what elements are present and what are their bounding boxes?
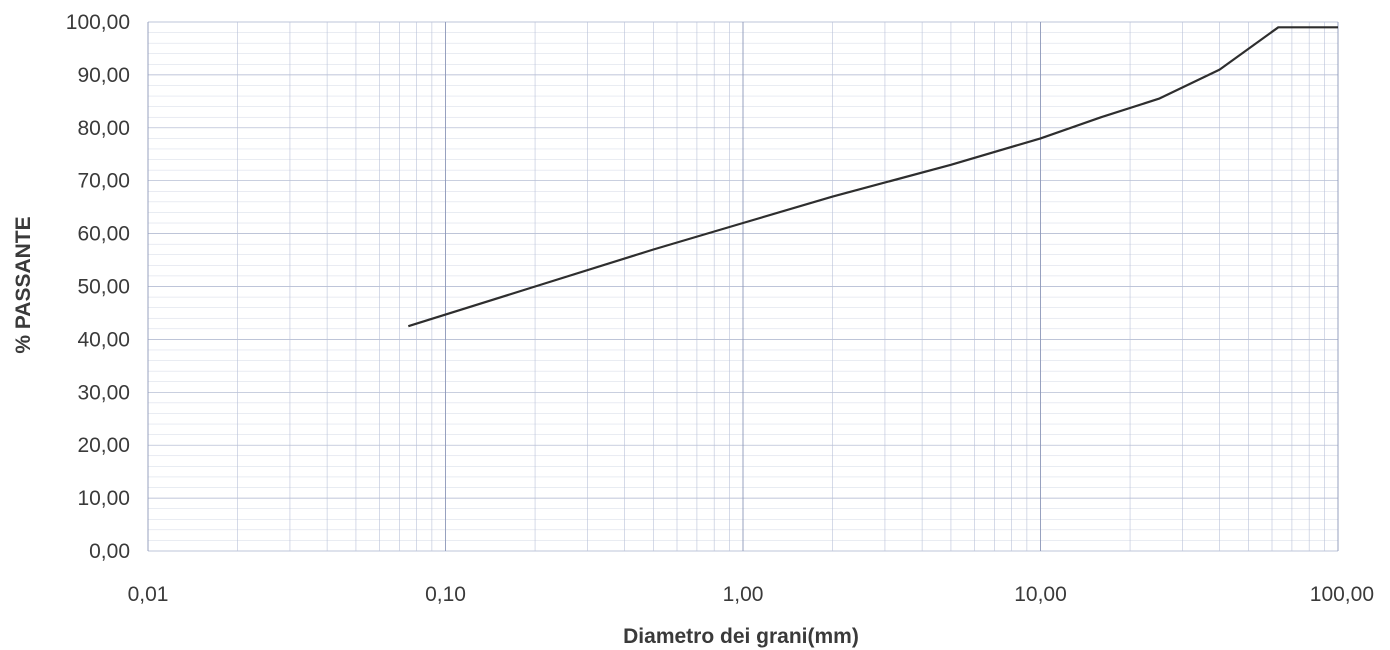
- y-tick-label: 10,00: [77, 487, 130, 510]
- plot-area: [407, 26, 1338, 328]
- x-axis-title: Diametro dei grani(mm): [623, 625, 859, 648]
- y-tick-label: 70,00: [77, 170, 130, 193]
- grain-size-curve: [407, 26, 1338, 328]
- y-tick-label: 20,00: [77, 434, 130, 457]
- y-tick-label: 30,00: [77, 381, 130, 404]
- x-tick-label: 0,01: [128, 583, 169, 606]
- grid: [147, 21, 1339, 552]
- y-axis-ticks: 0,00 10,00 20,00 30,00 40,00 50,00 60,00 70,00 8…: [66, 11, 130, 563]
- y-axis-title: % PASSANTE: [12, 216, 35, 353]
- y-tick-label: 50,00: [77, 276, 130, 299]
- y-tick-label: 80,00: [77, 117, 130, 140]
- x-tick-label: 1,00: [723, 583, 764, 606]
- y-tick-label: 40,00: [77, 328, 130, 351]
- x-tick-label: 0,10: [425, 583, 466, 606]
- y-tick-label: 100,00: [66, 11, 130, 34]
- x-tick-label: 10,00: [1014, 583, 1067, 606]
- y-tick-label: 0,00: [89, 540, 130, 563]
- x-tick-label: 100,00: [1310, 583, 1374, 606]
- y-tick-label: 90,00: [77, 64, 130, 87]
- y-tick-label: 60,00: [77, 223, 130, 246]
- x-axis-ticks: 0,01 0,10 1,00 10,00 100,00: [128, 583, 1374, 606]
